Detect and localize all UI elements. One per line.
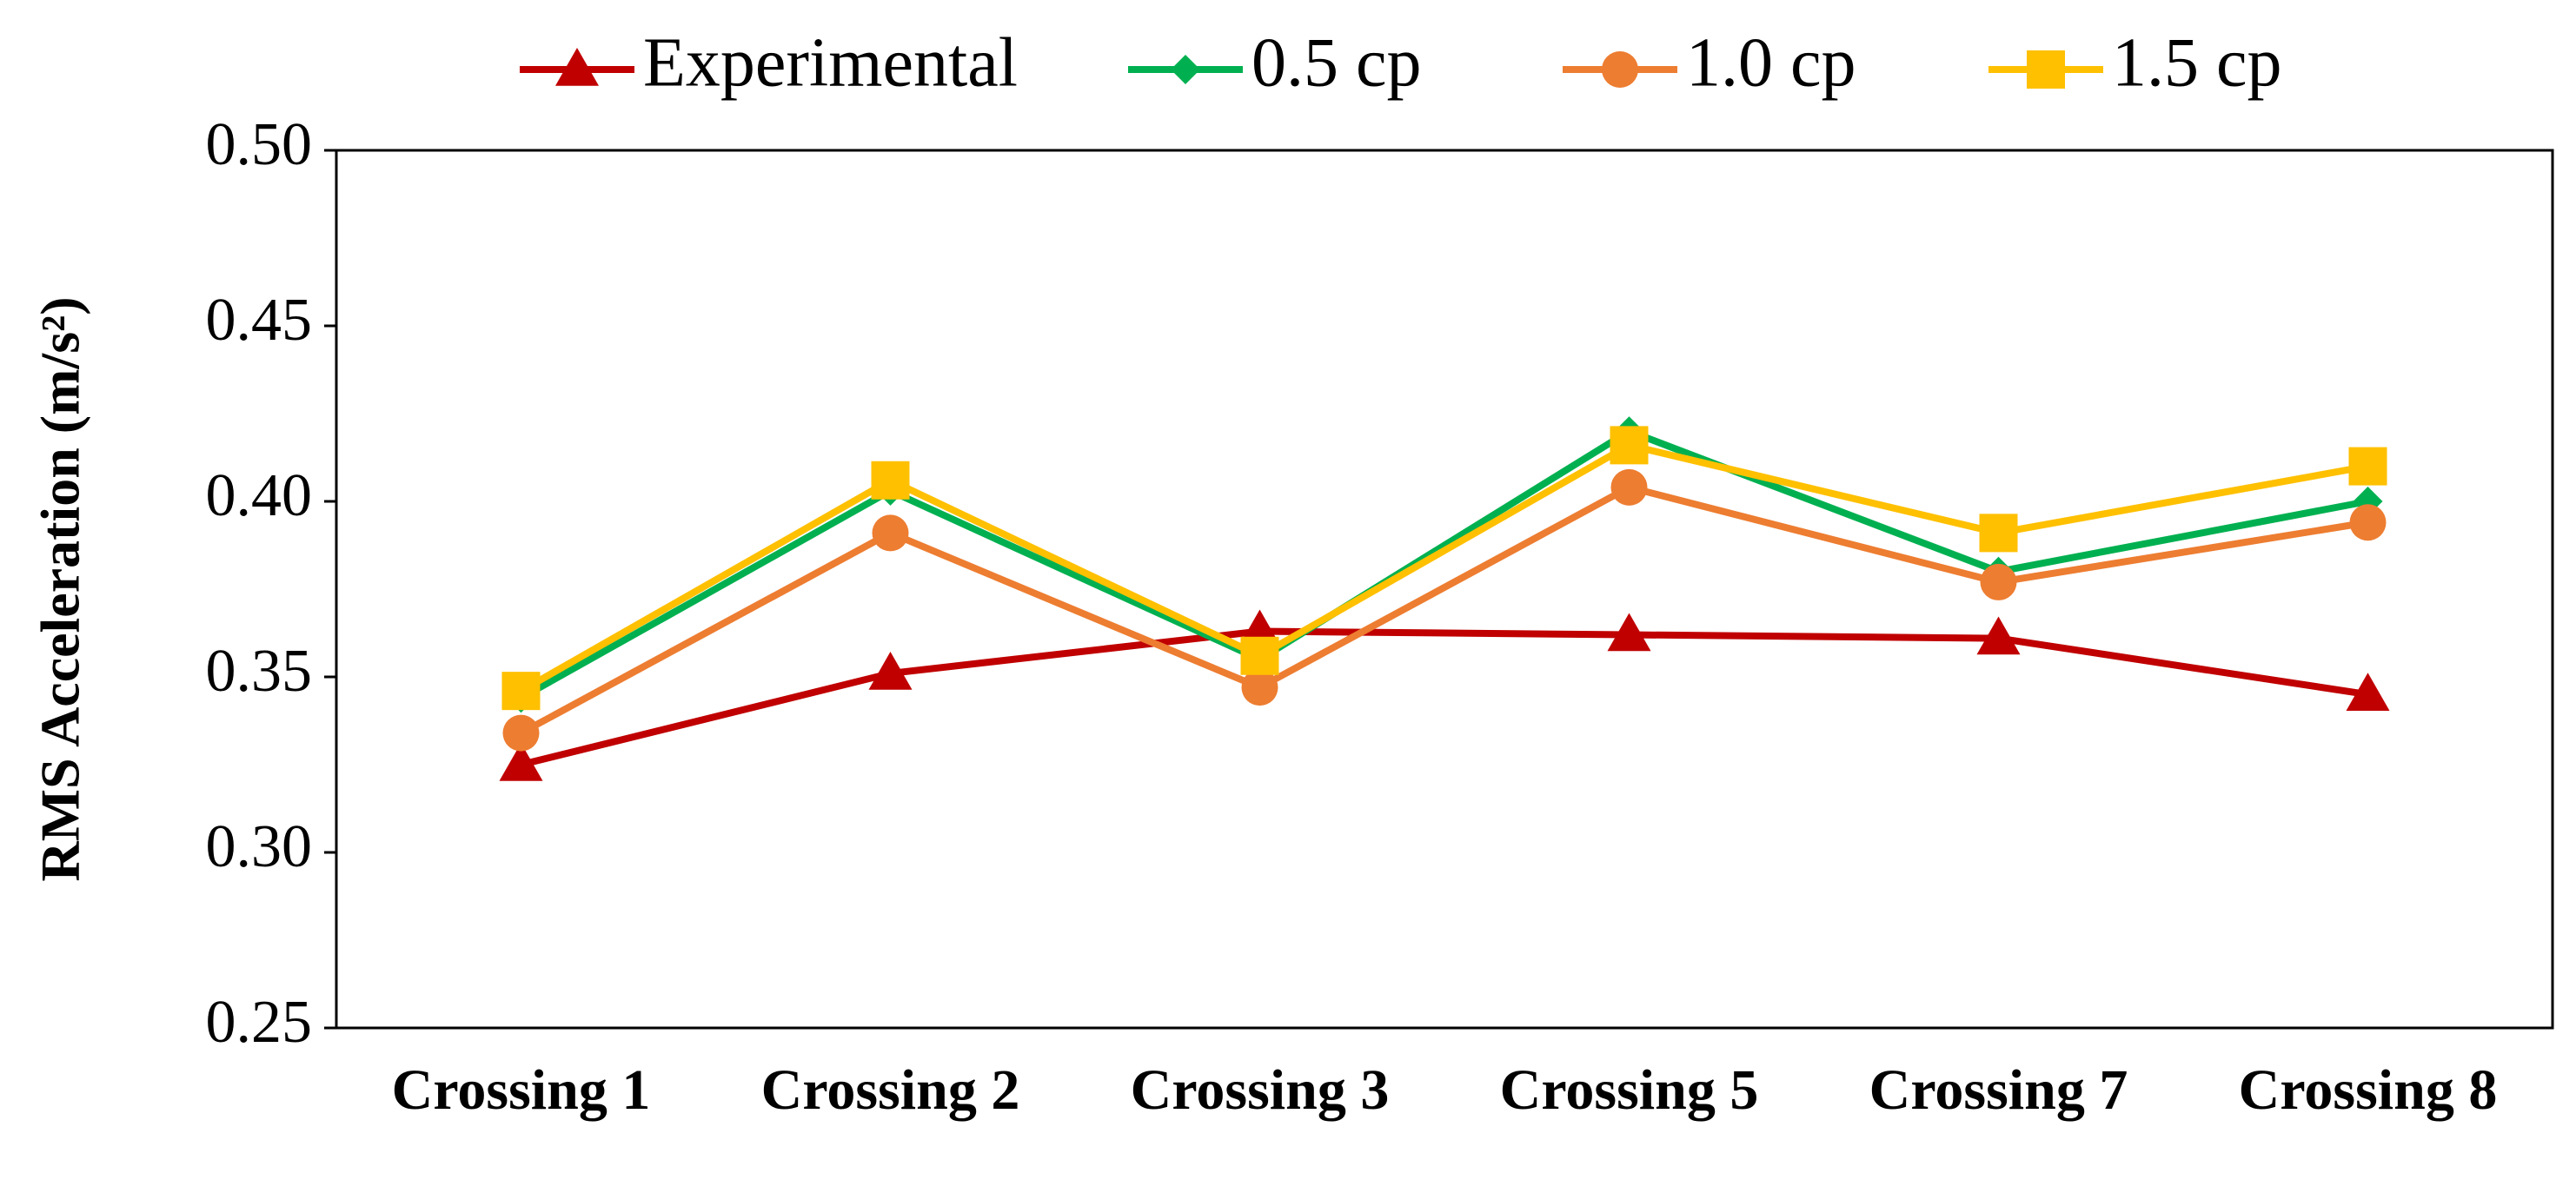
series-layer [499, 416, 2390, 781]
legend-swatch-marker [2027, 50, 2065, 89]
legend-item-experimental: Experimental [520, 24, 1018, 101]
y-tick-label: 0.35 [206, 638, 313, 705]
data-point-experimental [1607, 613, 1651, 652]
legend-item-1-5-cp: 1.5 cp [1988, 24, 2282, 101]
legend-label: Experimental [643, 24, 1018, 101]
x-tick-label-crossing-7: Crossing 7 [1869, 1058, 2128, 1122]
legend-swatch-marker [1171, 55, 1200, 84]
x-tick-label-crossing-8: Crossing 8 [2239, 1058, 2498, 1122]
data-point-1-5-cp [1240, 636, 1279, 675]
data-point-experimental [868, 651, 913, 690]
y-tick-label: 0.45 [206, 287, 313, 354]
data-point-1-0-cp [872, 514, 909, 552]
x-axis-ticks: Crossing 1 Crossing 2 Crossing 3 Crossing 5… [392, 1058, 2498, 1122]
y-tick-label: 0.25 [206, 989, 313, 1056]
legend-swatch-marker [1602, 51, 1638, 88]
legend-label: 1.5 cp [2112, 24, 2282, 101]
data-point-experimental [1976, 616, 2021, 655]
series-line-0-5-cp [519, 428, 2369, 701]
data-point-1-0-cp [2349, 504, 2387, 541]
data-point-1-5-cp [501, 672, 541, 711]
data-point-1-5-cp [2348, 447, 2387, 486]
legend-label: 0.5 cp [1251, 24, 1422, 101]
legend-item-0-5-cp: 0.5 cp [1128, 24, 1422, 101]
legend-label: 1.0 cp [1686, 24, 1856, 101]
legend: Experimental 0.5 cp 1.0 cp 1.5 cp [520, 24, 2282, 101]
legend-swatch-marker [555, 48, 599, 86]
x-tick-label-crossing-1: Crossing 1 [392, 1058, 651, 1122]
series-line-experimental [520, 627, 2369, 768]
data-point-1-0-cp [1241, 669, 1278, 706]
data-point-experimental [2346, 673, 2390, 711]
y-tick-label: 0.30 [206, 813, 313, 880]
data-point-1-5-cp [1979, 514, 2018, 553]
series-1-0-cp [502, 468, 2387, 752]
data-point-experimental [499, 743, 543, 781]
series-line-1-0-cp [519, 483, 2369, 737]
legend-item-1-0-cp: 1.0 cp [1563, 24, 1856, 101]
y-tick-label: 0.50 [206, 111, 313, 178]
x-tick-label-crossing-5: Crossing 5 [1500, 1058, 1759, 1122]
y-axis-title: RMS Acceleration (m/s²) [30, 296, 91, 881]
series-line-1-5-cp [519, 441, 2369, 694]
x-tick-label-crossing-2: Crossing 2 [761, 1058, 1020, 1122]
data-point-1-0-cp [1610, 468, 1648, 506]
x-tick-label-crossing-3: Crossing 3 [1131, 1058, 1390, 1122]
series-1-5-cp [501, 426, 2387, 711]
y-tick-label: 0.40 [206, 462, 313, 529]
data-point-1-5-cp [1610, 426, 1649, 465]
y-axis-ticks: 0.25 0.30 0.35 0.40 0.45 0.50 [206, 111, 336, 1056]
data-point-1-5-cp [871, 461, 910, 500]
data-point-1-0-cp [1980, 563, 2017, 600]
data-point-1-0-cp [502, 714, 540, 752]
